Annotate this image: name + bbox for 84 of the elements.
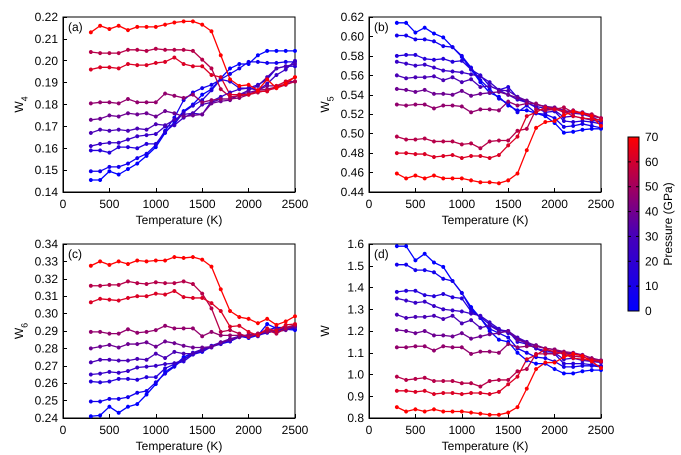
y-tick-label: 0.34 (34, 237, 58, 251)
x-tick-label: 2000 (235, 197, 262, 211)
color-bar-label: 60 (645, 154, 659, 169)
y-tick-label: 0.58 (340, 48, 364, 63)
y-tick-label: 0.20 (34, 54, 58, 68)
y-tick-label: 0.62 (340, 10, 364, 24)
x-tick-label: 500 (405, 197, 426, 211)
y-tick-label: 0.44 (340, 185, 364, 199)
x-tick-label: 2000 (541, 197, 568, 211)
annotation: (c) (68, 247, 82, 261)
color-bar-label: 0 (645, 304, 652, 318)
x-tick-label: 2500 (282, 197, 309, 211)
y-axis-title: W5 (318, 96, 336, 113)
y-tick-label: 0.50 (340, 126, 364, 141)
y-tick-label: 0.48 (340, 146, 364, 160)
y-tick-label: 0.33 (34, 254, 58, 268)
y-tick-label: 0.17 (34, 119, 58, 134)
y-tick-label: 0.15 (34, 163, 58, 178)
y-tick-label: 0.9 (347, 389, 364, 404)
y-tick-label: 0.31 (34, 289, 58, 304)
x-tick-label: 2500 (588, 423, 615, 437)
y-tick-label: 0.25 (34, 394, 58, 408)
x-tick-label: 0 (366, 197, 373, 211)
y-tick-label: 0.30 (34, 306, 58, 321)
x-tick-label: 1500 (494, 197, 522, 211)
y-tick-label: 0.22 (34, 10, 58, 24)
x-tick-label: 1000 (142, 197, 170, 211)
x-axis-title: Temperature (K) (136, 213, 222, 227)
y-tick-label: 1.5 (347, 258, 364, 273)
y-tick-label: 0.16 (34, 141, 58, 156)
y-tick-label: 0.14 (34, 185, 58, 199)
y-tick-label: 1.0 (347, 368, 364, 382)
annotation: (a) (68, 20, 83, 34)
x-tick-label: 0 (366, 423, 373, 437)
x-tick-label: 500 (405, 423, 426, 437)
annotation: (d) (374, 247, 389, 261)
x-tick-label: 1000 (448, 423, 476, 437)
y-tick-label: 0.46 (340, 166, 364, 180)
color-bar-title: Pressure (GPa) (661, 182, 675, 266)
y-tick-label: 1.1 (347, 346, 364, 360)
x-axis-title: Temperature (K) (136, 439, 222, 453)
y-tick-label: 0.54 (340, 88, 364, 102)
y-tick-label: 0.32 (34, 272, 58, 286)
x-axis-title: Temperature (K) (442, 439, 528, 453)
y-tick-label: 0.27 (34, 358, 58, 373)
x-tick-label: 2000 (235, 423, 262, 437)
y-tick-label: 0.28 (34, 341, 58, 356)
color-bar-label: 70 (645, 130, 659, 144)
y-tick-label: 0.52 (340, 107, 364, 122)
y-tick-label: 1.4 (347, 280, 364, 294)
x-tick-label: 0 (60, 423, 67, 437)
x-tick-label: 1000 (142, 423, 170, 437)
x-tick-label: 1500 (494, 423, 522, 437)
annotation: (b) (374, 20, 389, 34)
x-tick-label: 500 (99, 197, 120, 211)
x-tick-label: 2500 (588, 197, 615, 211)
x-tick-label: 1500 (188, 423, 216, 437)
y-tick-label: 0.24 (34, 411, 58, 425)
color-bar-label: 20 (645, 254, 659, 268)
y-tick-label: 0.29 (34, 324, 58, 338)
y-tick-label: 0.18 (34, 98, 58, 112)
y-tick-label: 0.8 (347, 411, 364, 425)
color-bar-label: 30 (645, 229, 659, 244)
y-axis-title: W4 (12, 96, 30, 113)
x-tick-label: 1000 (448, 197, 476, 211)
y-tick-label: 0.56 (340, 68, 364, 82)
color-bar-label: 40 (645, 204, 659, 219)
y-axis-title: W6 (12, 322, 30, 340)
y-axis-title: W (318, 324, 332, 337)
y-tick-label: 1.6 (347, 237, 364, 251)
x-tick-label: 2000 (541, 423, 568, 437)
x-tick-label: 500 (99, 423, 120, 437)
color-bar-label: 50 (645, 180, 659, 194)
y-tick-label: 1.3 (347, 302, 364, 316)
x-tick-label: 0 (60, 197, 67, 211)
y-tick-label: 0.21 (34, 32, 58, 46)
x-tick-label: 1500 (188, 197, 216, 211)
y-tick-label: 0.19 (34, 76, 58, 90)
y-tick-label: 1.2 (347, 324, 364, 338)
y-tick-label: 0.26 (34, 376, 58, 390)
y-tick-label: 0.60 (340, 29, 364, 44)
x-tick-label: 2500 (282, 423, 309, 437)
color-bar-label: 10 (645, 279, 659, 294)
x-axis-title: Temperature (K) (442, 213, 528, 227)
